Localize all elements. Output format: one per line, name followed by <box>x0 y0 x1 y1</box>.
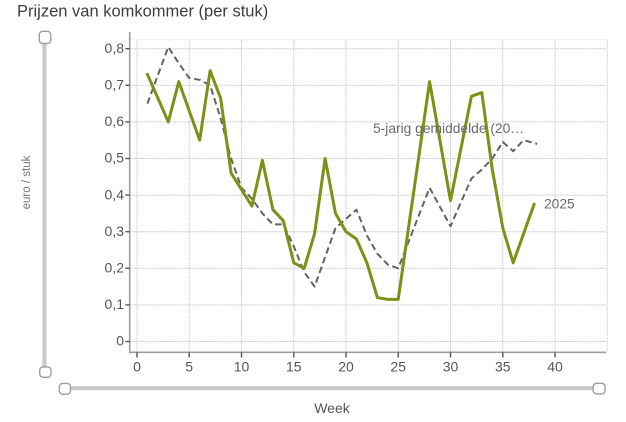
svg-text:0: 0 <box>116 333 124 349</box>
svg-text:25: 25 <box>390 358 406 374</box>
svg-text:Prijzen van komkommer (per stu: Prijzen van komkommer (per stuk) <box>17 2 268 20</box>
svg-text:0,4: 0,4 <box>105 186 125 202</box>
svg-text:0,7: 0,7 <box>105 77 125 93</box>
svg-text:30: 30 <box>443 358 459 374</box>
svg-text:40: 40 <box>547 358 563 374</box>
svg-text:0: 0 <box>133 358 141 374</box>
svg-text:0,5: 0,5 <box>105 150 125 166</box>
svg-text:15: 15 <box>286 358 302 374</box>
svg-text:0,1: 0,1 <box>105 296 125 312</box>
svg-text:10: 10 <box>234 358 250 374</box>
svg-text:euro / stuk: euro / stuk <box>21 155 33 209</box>
svg-text:20: 20 <box>338 358 354 374</box>
svg-text:0,2: 0,2 <box>105 260 125 276</box>
svg-text:5-jarig gemiddelde (20…: 5-jarig gemiddelde (20… <box>373 121 524 136</box>
svg-text:0,8: 0,8 <box>105 40 125 56</box>
svg-text:5: 5 <box>185 358 193 374</box>
svg-text:2025: 2025 <box>544 197 575 212</box>
svg-text:Week: Week <box>314 400 351 416</box>
svg-text:35: 35 <box>495 358 511 374</box>
svg-text:0,6: 0,6 <box>105 113 125 129</box>
svg-text:0,3: 0,3 <box>105 223 125 239</box>
